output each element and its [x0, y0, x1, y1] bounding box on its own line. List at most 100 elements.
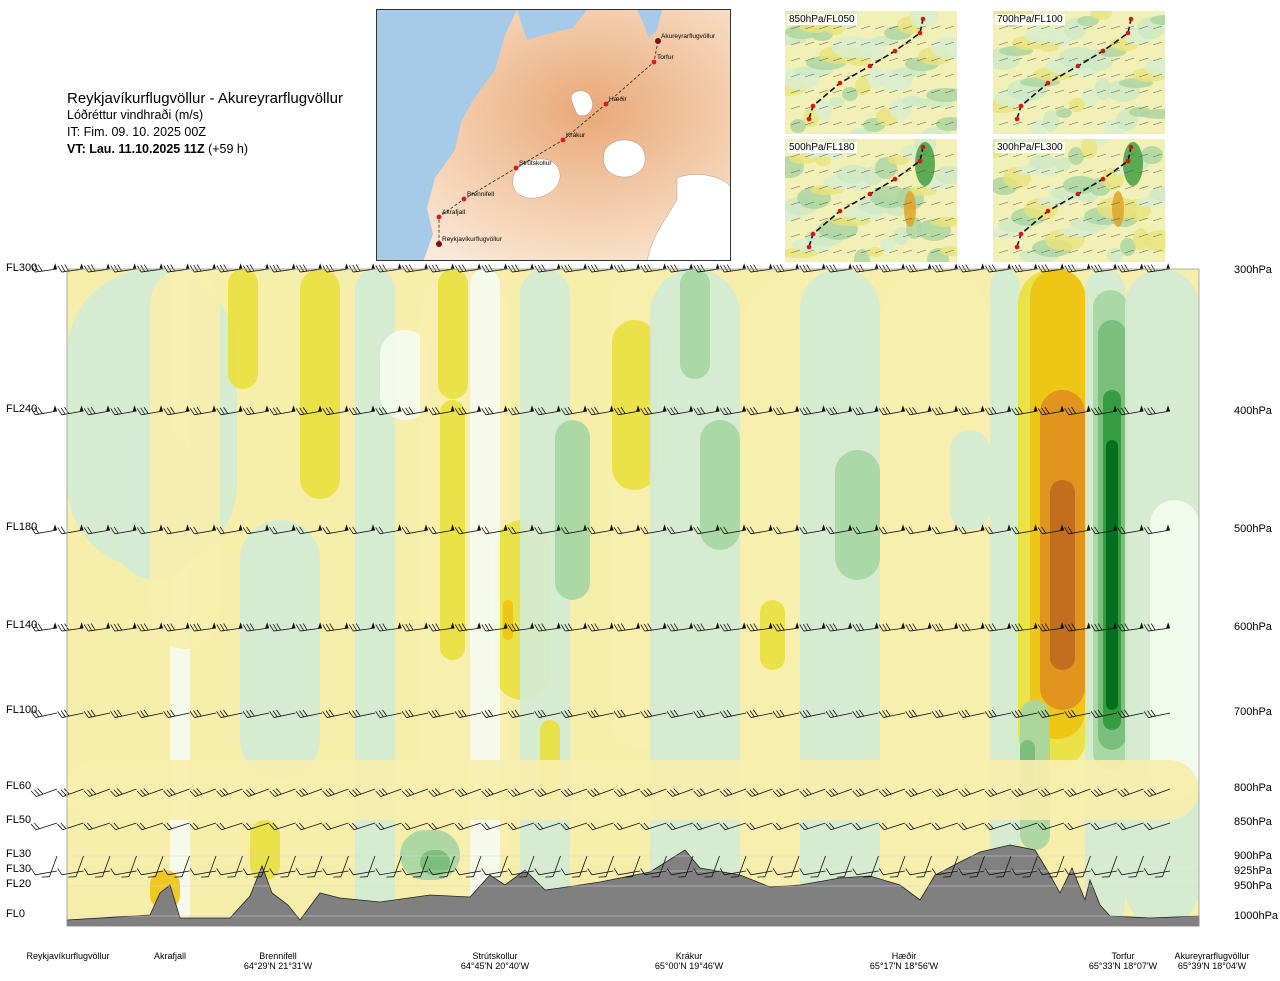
wind-barb [428, 822, 455, 831]
flight-level-label: FL0 [6, 908, 25, 920]
wind-barb [136, 622, 164, 632]
wind-barb [454, 524, 482, 535]
wind-barb [666, 524, 694, 535]
wind-barb [110, 263, 137, 273]
wind-barb [1011, 822, 1038, 831]
wind-barb [1143, 622, 1171, 632]
level-map-700[interactable]: 700hPa/FL100 [993, 11, 1165, 134]
wind-barb [666, 405, 694, 416]
wind-barb [613, 524, 641, 535]
pressure-level-label: 850hPa [1234, 816, 1272, 828]
wind-barb [507, 822, 535, 831]
wind-barb [730, 855, 747, 878]
wind-barb [174, 855, 190, 878]
wind-barb [147, 855, 164, 878]
wind-barb [984, 709, 1012, 718]
wind-barb [534, 709, 561, 718]
wind-barb [534, 524, 561, 535]
wind-barb [1117, 405, 1144, 416]
wind-barb [878, 622, 906, 632]
wind-barb [375, 622, 402, 632]
pressure-level-label: 400hPa [1234, 405, 1272, 417]
route-waypoint-marker [436, 214, 442, 220]
wind-barb [1143, 709, 1171, 718]
wind-barb [306, 855, 323, 878]
wind-barb [560, 788, 588, 797]
wind-barb [587, 622, 614, 632]
wind-barb [931, 524, 959, 535]
wind-barb [189, 709, 217, 718]
wind-barb [269, 788, 296, 797]
wind-barb [507, 788, 535, 797]
wind-barb [163, 405, 190, 416]
wind-barb [163, 263, 190, 273]
level-map-850[interactable]: 850hPa/FL050 [785, 11, 957, 134]
waypoint-name: Strútskollur [472, 951, 518, 961]
waypoint-label: Torfur 65°33'N 18°07'W [1063, 951, 1183, 971]
pressure-level-label: 700hPa [1234, 706, 1272, 718]
waypoint-label: Brennifell 64°29'N 21°31'W [218, 951, 338, 971]
wind-barb [30, 622, 58, 632]
flight-level-label: FL240 [6, 403, 38, 415]
wind-barb [852, 709, 879, 718]
wind-barb [1117, 868, 1144, 876]
wind-barb [772, 524, 800, 535]
wind-barb [30, 263, 58, 273]
waypoint-name: Hæðir [891, 951, 917, 961]
wind-barb [295, 868, 323, 876]
wind-barb [375, 524, 402, 535]
wind-barb [348, 709, 376, 718]
wind-barb [94, 855, 111, 878]
wind-barb [613, 709, 641, 718]
wind-barb [799, 405, 826, 416]
wind-barb [322, 524, 349, 535]
wind-barb [889, 855, 906, 878]
wind-barb [481, 822, 508, 831]
wind-barb [534, 622, 561, 632]
wind-barb [295, 524, 323, 535]
wind-barb [1011, 524, 1038, 535]
wind-barb [905, 822, 932, 831]
wind-barb [253, 855, 270, 878]
wind-barb [613, 622, 641, 632]
flight-level-label: FL300 [6, 262, 38, 274]
wind-barb [863, 855, 879, 878]
wind-barb [772, 405, 800, 416]
wind-barb [799, 709, 826, 718]
wind-barb [587, 709, 614, 718]
wind-barb [481, 709, 508, 718]
wind-barb [57, 524, 84, 535]
level-map-500[interactable]: 500hPa/FL180 [785, 139, 957, 262]
wind-barb [428, 709, 455, 718]
wind-barb [110, 822, 137, 831]
wind-barb [958, 405, 985, 416]
wind-barb [810, 855, 826, 878]
wind-barb [958, 263, 985, 273]
wind-barb [216, 868, 243, 876]
wind-barb [958, 788, 985, 797]
waypoint-label: Strútskollur 64°45'N 20°40'W [435, 951, 555, 971]
wind-barb [719, 868, 747, 876]
wind-barb [693, 405, 720, 416]
terrain-profile [66, 844, 1200, 927]
parameter-label: Lóðréttur vindhraði (m/s) [67, 108, 204, 122]
wind-barb [719, 524, 747, 535]
wind-barb [640, 405, 667, 416]
wind-barb [571, 855, 588, 878]
wind-barb [587, 524, 614, 535]
wind-barb [83, 524, 111, 535]
wind-barb [772, 709, 800, 718]
wind-barb [799, 524, 826, 535]
route-map[interactable]: Akureyrarflugvöllur Torfur Hæðir Krákur Strú… [376, 9, 731, 261]
level-map-300[interactable]: 300hPa/FL300 [993, 139, 1165, 262]
wind-barb [481, 788, 508, 797]
wind-barb [984, 524, 1012, 535]
wind-barb [1037, 405, 1065, 416]
wind-barb [1037, 788, 1065, 797]
wind-barb [242, 788, 270, 797]
wind-barb [428, 405, 455, 416]
wind-barb [677, 855, 694, 878]
wind-barb [613, 822, 641, 831]
wind-barb [57, 868, 84, 876]
